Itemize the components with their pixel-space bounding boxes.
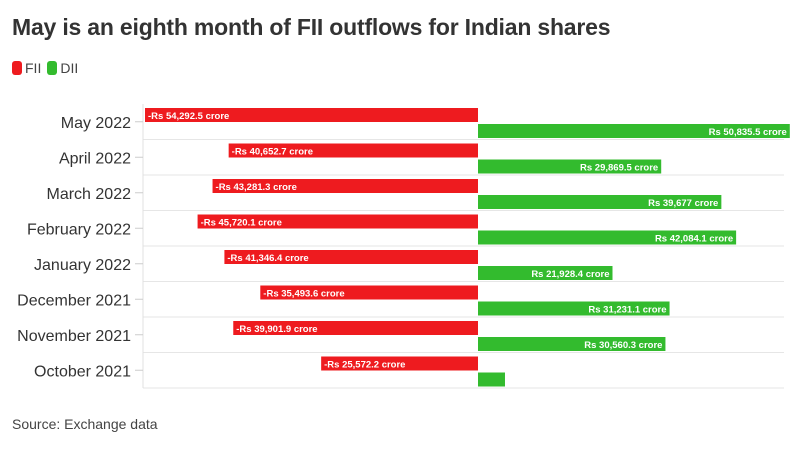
data-label: Rs 50,835.5 crore <box>709 127 787 138</box>
source-note: Source: Exchange data <box>12 416 158 432</box>
bar-fii <box>260 285 478 300</box>
data-label: -Rs 25,572.2 crore <box>324 360 405 371</box>
legend-label-dii: DII <box>60 60 79 76</box>
category-label: November 2021 <box>17 328 131 345</box>
bar-dii <box>478 372 505 387</box>
bar-dii <box>478 230 737 245</box>
category-label: January 2022 <box>34 257 131 274</box>
data-label: -Rs 35,493.6 crore <box>263 289 344 300</box>
bar-fii <box>233 321 478 335</box>
bar-dii <box>478 159 662 174</box>
category-label: May 2022 <box>61 115 131 132</box>
category-label: March 2022 <box>47 186 132 203</box>
bar-fii <box>212 179 479 193</box>
data-label: -Rs 45,720.1 crore <box>201 218 282 229</box>
category-label: October 2021 <box>34 363 131 380</box>
bar-dii <box>478 195 722 209</box>
category-label: December 2021 <box>17 292 131 309</box>
category-label: April 2022 <box>59 150 131 167</box>
legend-label-fii: FII <box>25 60 42 76</box>
bar-fii <box>228 143 478 158</box>
bar-fii <box>321 356 478 371</box>
data-label: Rs 31,231.1 crore <box>588 305 666 316</box>
data-label: Rs 39,677 crore <box>648 198 718 209</box>
bar-fii <box>197 214 478 229</box>
data-label: -Rs 54,292.5 crore <box>148 111 229 122</box>
bar-dii <box>478 301 670 316</box>
legend: FII DII <box>12 60 84 76</box>
data-label: Rs 30,560.3 crore <box>584 340 662 351</box>
data-label: -Rs 43,281.3 crore <box>216 182 297 193</box>
data-label: Rs 42,084.1 crore <box>655 234 733 245</box>
legend-swatch-dii <box>47 61 58 75</box>
bar-dii <box>478 124 790 138</box>
data-label: -Rs 41,346.4 crore <box>227 253 308 264</box>
bar-fii <box>224 250 478 264</box>
data-label: Rs 29,869.5 crore <box>580 163 658 174</box>
category-label: February 2022 <box>27 221 131 238</box>
legend-swatch-fii <box>12 61 22 75</box>
chart-title: May is an eighth month of FII outflows f… <box>12 14 611 40</box>
bar-dii <box>478 337 666 351</box>
data-label: Rs 21,928.4 crore <box>531 269 609 280</box>
data-label: -Rs 40,652.7 crore <box>232 147 313 158</box>
bar-fii <box>145 108 478 122</box>
data-label: -Rs 39,901.9 crore <box>236 324 317 335</box>
bar-dii <box>478 266 613 280</box>
